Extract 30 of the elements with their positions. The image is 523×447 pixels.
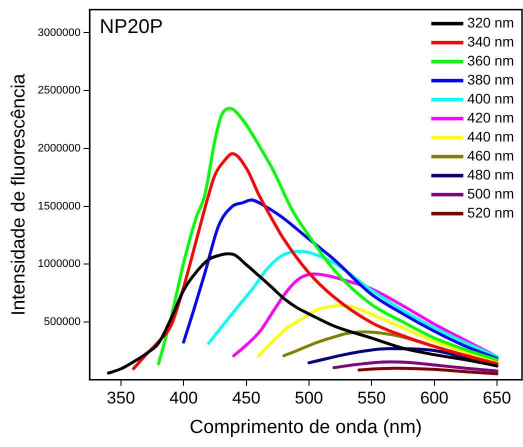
x-axis-title: Comprimento de onda (nm)	[190, 416, 422, 438]
x-tick-label: 650	[482, 388, 512, 408]
x-tick-label: 400	[169, 388, 198, 408]
y-tick-label: 1500000	[38, 200, 81, 212]
legend-label: 420 nm	[467, 109, 514, 126]
y-tick-label: 3000000	[38, 26, 81, 39]
x-tick-label: 550	[357, 388, 386, 408]
legend-label: 500 nm	[467, 185, 514, 202]
y-tick-label: 500000	[44, 316, 81, 328]
legend-label: 460 nm	[467, 147, 514, 164]
line-series	[332, 360, 498, 373]
legend-label: 380 nm	[467, 71, 514, 88]
legend-label: 320 nm	[467, 14, 514, 30]
x-tick-label: 350	[106, 388, 136, 408]
y-tick-label: 2500000	[38, 84, 81, 97]
legend-label: 360 nm	[467, 52, 514, 68]
legend-label: 440 nm	[467, 128, 514, 144]
y-axis-title: Intensidade de fluorescência	[8, 73, 30, 316]
line-series	[106, 252, 498, 375]
y-tick-label: 2000000	[38, 142, 81, 154]
chart-title: NP20P	[100, 16, 163, 38]
legend-label: 480 nm	[467, 166, 514, 182]
y-tick-label: 1000000	[38, 258, 81, 270]
line-series	[257, 304, 498, 364]
x-tick-label: 500	[294, 388, 324, 408]
legend-label: 520 nm	[467, 204, 514, 220]
legend-label: 340 nm	[467, 33, 514, 50]
legend-label: 400 nm	[467, 90, 514, 106]
x-tick-label: 600	[420, 388, 448, 408]
x-tick-label: 450	[232, 388, 260, 408]
